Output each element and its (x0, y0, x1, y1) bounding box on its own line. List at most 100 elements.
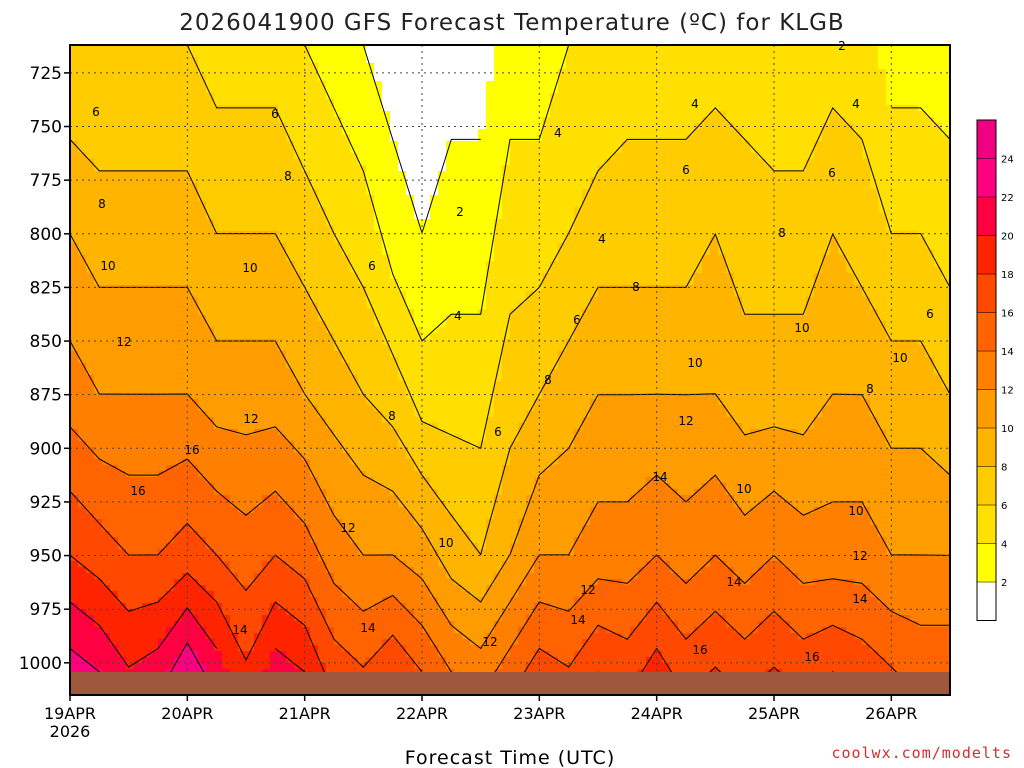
field-cell (94, 231, 103, 238)
field-cell (366, 633, 375, 640)
field-cell (222, 249, 231, 256)
field-cell (422, 573, 431, 580)
field-cell (326, 111, 335, 118)
field-cell (326, 225, 335, 232)
field-cell (238, 507, 247, 514)
field-cell (230, 123, 239, 130)
field-cell (246, 507, 255, 514)
field-cell (70, 93, 79, 100)
field-cell (86, 363, 95, 370)
field-cell (94, 333, 103, 340)
field-cell (358, 159, 367, 166)
field-cell (214, 459, 223, 466)
field-cell (366, 447, 375, 454)
field-cell (390, 423, 399, 430)
field-cell (126, 147, 135, 154)
field-cell (118, 177, 127, 184)
field-cell (118, 555, 127, 562)
field-cell (286, 111, 295, 118)
field-cell (182, 405, 191, 412)
field-cell (166, 231, 175, 238)
field-cell (102, 261, 111, 268)
field-cell (294, 537, 303, 544)
field-cell (238, 501, 247, 508)
field-cell (86, 453, 95, 460)
field-cell (70, 363, 79, 370)
field-cell (366, 357, 375, 364)
field-cell (158, 51, 167, 58)
field-cell (294, 147, 303, 154)
field-cell (110, 237, 119, 244)
field-cell (110, 357, 119, 364)
field-cell (334, 513, 343, 520)
field-cell (366, 333, 375, 340)
field-cell (382, 489, 391, 496)
field-cell (398, 261, 407, 268)
field-cell (110, 567, 119, 574)
field-cell (222, 591, 231, 598)
field-cell (166, 591, 175, 598)
field-cell (406, 153, 415, 160)
field-cell (310, 399, 319, 406)
field-cell (238, 51, 247, 58)
field-cell (366, 609, 375, 616)
field-cell (262, 423, 271, 430)
field-cell (150, 633, 159, 640)
field-cell (310, 267, 319, 274)
field-cell (398, 219, 407, 226)
field-cell (286, 543, 295, 550)
field-cell (326, 549, 335, 556)
field-cell (254, 411, 263, 418)
field-cell (318, 285, 327, 292)
field-cell (190, 555, 199, 562)
field-cell (102, 417, 111, 424)
field-cell (366, 105, 375, 112)
field-cell (430, 261, 439, 268)
field-cell (326, 315, 335, 322)
field-cell (102, 225, 111, 232)
field-cell (318, 63, 327, 70)
field-cell (294, 567, 303, 574)
field-cell (302, 501, 311, 508)
field-cell (198, 543, 207, 550)
field-cell (278, 555, 287, 562)
field-cell (334, 537, 343, 544)
field-cell (254, 45, 263, 52)
field-cell (414, 495, 423, 502)
field-cell (158, 381, 167, 388)
field-cell (294, 639, 303, 646)
field-cell (102, 471, 111, 478)
field-cell (246, 387, 255, 394)
field-cell (190, 591, 199, 598)
field-cell (134, 339, 143, 346)
field-cell (174, 303, 183, 310)
field-cell (94, 51, 103, 58)
field-cell (398, 87, 407, 94)
field-cell (358, 363, 367, 370)
field-cell (382, 93, 391, 100)
field-cell (294, 57, 303, 64)
field-cell (262, 93, 271, 100)
field-cell (102, 393, 111, 400)
field-cell (294, 399, 303, 406)
field-cell (326, 399, 335, 406)
field-cell (398, 525, 407, 532)
field-cell (278, 261, 287, 268)
field-cell (118, 147, 127, 154)
field-cell (86, 651, 95, 658)
field-cell (358, 507, 367, 514)
field-cell (142, 531, 151, 538)
field-cell (318, 279, 327, 286)
field-cell (222, 339, 231, 346)
field-cell (70, 75, 79, 82)
field-cell (78, 99, 87, 106)
field-cell (222, 219, 231, 226)
field-cell (270, 255, 279, 262)
field-cell (126, 273, 135, 280)
field-cell (214, 423, 223, 430)
field-cell (254, 225, 263, 232)
field-cell (342, 351, 351, 358)
field-cell (310, 417, 319, 424)
field-cell (262, 429, 271, 436)
field-cell (198, 381, 207, 388)
